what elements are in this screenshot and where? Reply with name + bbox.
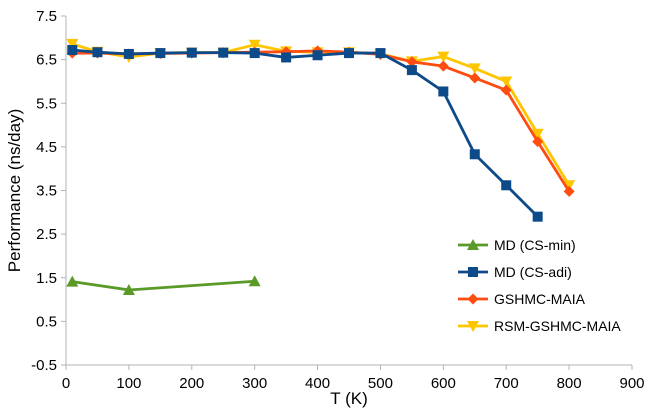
legend-item: MD (CS-min): [458, 237, 576, 253]
data-point-marker: [532, 211, 543, 222]
y-tick-label: 5.5: [36, 95, 57, 112]
data-point-marker: [248, 39, 261, 51]
legend-marker: [468, 267, 478, 277]
data-point-marker: [155, 48, 166, 59]
data-point-marker: [67, 45, 78, 56]
data-point-marker: [249, 48, 260, 59]
x-tick-label: 600: [431, 375, 456, 392]
legend-marker: [467, 293, 479, 305]
series-md-cs-adi: [67, 45, 543, 222]
legend-item: MD (CS-adi): [458, 264, 572, 280]
y-tick-label: 0.5: [36, 313, 57, 330]
data-point-marker: [123, 48, 134, 59]
data-point-marker: [375, 48, 386, 59]
x-tick-label: 700: [494, 375, 519, 392]
x-tick-label: 0: [62, 375, 70, 392]
y-tick-label: 4.5: [36, 139, 57, 156]
series-gshmc-maia: [66, 45, 575, 197]
data-point-marker: [531, 128, 544, 140]
y-tick-label: 6.5: [36, 52, 57, 69]
legend-item: GSHMC-MAIA: [458, 291, 586, 307]
x-axis-title: T (K): [330, 389, 367, 408]
y-axis-title: Performance (ns/day): [5, 109, 24, 272]
x-tick-label: 500: [368, 375, 393, 392]
legend-marker: [467, 239, 479, 250]
data-point-marker: [66, 275, 79, 287]
series-md-cs-min: [66, 275, 261, 295]
series-line: [72, 279, 255, 292]
x-tick-label: 400: [305, 375, 330, 392]
data-point-marker: [66, 38, 79, 50]
legend-marker: [467, 321, 479, 332]
data-point-marker: [500, 84, 512, 96]
legend: MD (CS-min) MD (CS-adi) GSHMC-MAIA RSM-GSHM…: [458, 237, 621, 334]
y-tick-label: 3.5: [36, 183, 57, 200]
series-rsm-gshmc-maia: [66, 38, 576, 192]
legend-label: RSM-GSHMC-MAIA: [494, 318, 621, 334]
x-tick-label: 100: [116, 375, 141, 392]
data-point-marker: [500, 76, 513, 88]
legend-label: MD (CS-min): [494, 237, 576, 253]
legend-label: GSHMC-MAIA: [494, 291, 586, 307]
data-point-marker: [92, 47, 103, 58]
data-point-marker: [438, 86, 449, 97]
data-point-marker: [406, 56, 418, 68]
x-tick-label: 200: [179, 375, 204, 392]
y-tick-label: 2.5: [36, 226, 57, 243]
x-tick-label: 800: [557, 375, 582, 392]
data-point-marker: [281, 52, 292, 63]
data-point-marker: [563, 185, 575, 197]
data-point-marker: [344, 48, 354, 59]
data-point-marker: [563, 180, 576, 192]
data-point-marker: [468, 63, 481, 75]
data-point-marker: [469, 72, 481, 84]
data-point-marker: [218, 47, 229, 58]
legend-label: MD (CS-adi): [494, 264, 572, 280]
x-tick-label: 900: [619, 375, 644, 392]
y-tick-label: 1.5: [36, 270, 57, 287]
series-line: [72, 48, 539, 218]
y-tick-label: 7.5: [36, 8, 57, 25]
data-point-marker: [406, 65, 417, 76]
y-tick-label: -0.5: [31, 357, 57, 374]
data-point-marker: [501, 180, 512, 191]
series-line: [72, 49, 571, 193]
data-point-marker: [312, 50, 323, 61]
data-point-marker: [248, 275, 261, 287]
x-tick-label: 300: [242, 375, 267, 392]
data-point-marker: [186, 47, 197, 58]
data-point-marker: [437, 60, 449, 72]
data-point-marker: [469, 149, 480, 160]
series-layer: [66, 38, 576, 295]
legend-item: RSM-GSHMC-MAIA: [458, 318, 621, 334]
axes: -0.5 0.5 1.5 2.5 3.5 4.5 5.5 6.5 7.5 0 100 200 300 40…: [31, 8, 644, 392]
series-line: [71, 42, 571, 186]
data-point-marker: [122, 283, 135, 295]
data-point-marker: [532, 136, 544, 148]
data-point-marker: [437, 51, 450, 63]
